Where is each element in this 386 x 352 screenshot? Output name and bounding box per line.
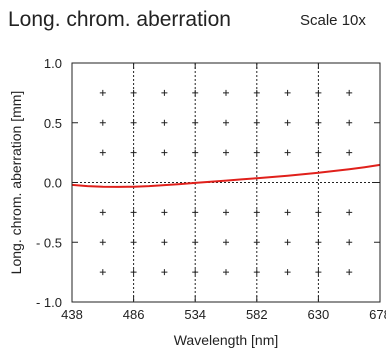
grid-plus-marker — [130, 239, 137, 246]
grid — [72, 63, 380, 302]
y-tick-label: 1.0 — [44, 56, 62, 71]
grid-plus-marker — [284, 209, 291, 216]
grid-plus-marker — [346, 119, 353, 126]
grid-plus-marker — [223, 119, 229, 126]
grid-plus-marker — [315, 89, 322, 96]
series-line-0 — [71, 163, 381, 188]
grid-plus-marker — [315, 209, 322, 216]
grid-plus-marker — [253, 209, 260, 216]
grid-plus-marker — [315, 269, 322, 276]
x-tick-label: 486 — [123, 307, 145, 322]
grid-plus-marker — [284, 119, 291, 126]
grid-plus-marker — [253, 239, 260, 246]
grid-plus-marker — [346, 89, 353, 96]
grid-plus-marker — [99, 149, 106, 156]
grid-plus-marker — [315, 149, 322, 156]
grid-plus-marker — [130, 119, 137, 126]
grid-plus-marker — [315, 239, 322, 246]
grid-plus-marker — [99, 89, 106, 96]
grid-plus-marker — [130, 209, 137, 216]
chart-title: Long. chrom. aberration — [8, 8, 231, 31]
grid-plus-marker — [161, 119, 168, 126]
grid-plus-marker — [99, 239, 106, 246]
y-tick-label: - 1.0 — [36, 295, 62, 310]
grid-plus-marker — [192, 239, 199, 246]
grid-plus-marker — [346, 269, 353, 276]
grid-plus-marker — [346, 239, 353, 246]
axes: 438 486 534 582 630 678 1.0 0.5 0.0 - 0.5 - 1.0 — [36, 56, 386, 322]
grid-plus-marker — [253, 269, 260, 276]
grid-plus-marker — [223, 239, 229, 246]
grid-plus-marker — [192, 209, 199, 216]
grid-markers — [99, 89, 353, 276]
grid-plus-marker — [192, 119, 199, 126]
grid-plus-marker — [99, 269, 106, 276]
series-layer — [71, 163, 381, 188]
x-tick-label: 582 — [246, 307, 268, 322]
grid-plus-marker — [161, 239, 168, 246]
x-axis-title: Wavelength [nm] — [174, 332, 279, 348]
x-tick-label: 630 — [308, 307, 330, 322]
grid-plus-marker — [284, 239, 291, 246]
grid-plus-marker — [130, 149, 137, 156]
grid-plus-marker — [346, 209, 353, 216]
grid-plus-marker — [253, 89, 260, 96]
y-tick-label: 0.5 — [44, 116, 62, 131]
y-tick-label: - 0.5 — [36, 235, 62, 250]
grid-plus-marker — [223, 149, 229, 156]
grid-plus-marker — [253, 119, 260, 126]
grid-plus-marker — [253, 149, 260, 156]
grid-plus-marker — [223, 89, 229, 96]
grid-plus-marker — [161, 209, 168, 216]
grid-plus-marker — [346, 149, 353, 156]
grid-plus-marker — [192, 269, 199, 276]
grid-plus-marker — [284, 89, 291, 96]
grid-plus-marker — [192, 149, 199, 156]
grid-plus-marker — [192, 89, 199, 96]
y-tick-label: 0.0 — [44, 176, 62, 191]
grid-plus-marker — [223, 209, 229, 216]
y-axis-title: Long. chrom. aberration [mm] — [8, 91, 24, 275]
x-tick-label: 678 — [369, 307, 386, 322]
grid-plus-marker — [284, 149, 291, 156]
grid-plus-marker — [284, 269, 291, 276]
grid-plus-marker — [130, 89, 137, 96]
grid-plus-marker — [161, 89, 168, 96]
grid-plus-marker — [315, 119, 322, 126]
grid-plus-marker — [161, 269, 168, 276]
x-tick-label: 534 — [184, 307, 206, 322]
grid-plus-marker — [223, 269, 229, 276]
grid-plus-marker — [161, 149, 168, 156]
grid-plus-marker — [99, 119, 106, 126]
scale-label: Scale 10x — [300, 12, 366, 29]
grid-plus-marker — [130, 269, 137, 276]
grid-plus-marker — [99, 209, 106, 216]
x-tick-label: 438 — [61, 307, 83, 322]
